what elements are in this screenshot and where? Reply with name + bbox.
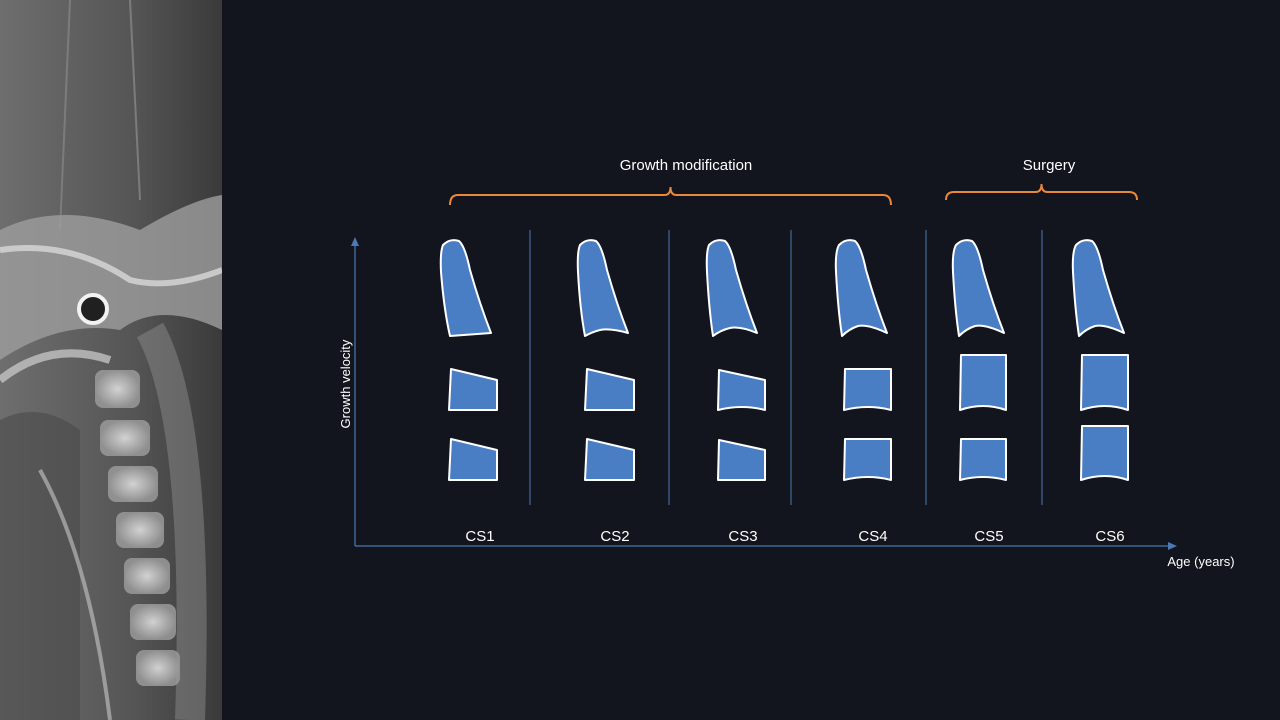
c3-vertebra: [584, 368, 635, 411]
stage-cs1: CS1: [439, 239, 498, 545]
cervical-maturation-diagram: Growth modification Surgery Growth veloc…: [338, 157, 1235, 569]
cephalometric-xray-image: [0, 0, 222, 720]
surgery-bracket: Surgery: [945, 157, 1138, 201]
stage-label: CS5: [974, 528, 1003, 545]
c4-vertebra: [1080, 425, 1129, 481]
c4-vertebra: [584, 438, 635, 481]
stage-label: CS6: [1095, 528, 1124, 545]
axes: Growth velocity Age (years): [338, 237, 1235, 569]
c2-vertebra: [834, 239, 888, 337]
bracket-label-growth-modification: Growth modification: [620, 157, 753, 174]
bracket-line: [945, 183, 1138, 201]
y-axis-label: Growth velocity: [338, 339, 353, 428]
bracket-line: [449, 186, 892, 206]
c2-vertebra: [1071, 239, 1125, 337]
stage-label: CS4: [858, 528, 887, 545]
c4-vertebra: [448, 438, 498, 481]
c3-vertebra: [1080, 354, 1129, 411]
stage-cs6: CS6: [1071, 239, 1129, 545]
stage-cs5: CS5: [951, 239, 1007, 545]
bracket-label-surgery: Surgery: [1023, 157, 1076, 174]
c2-vertebra: [951, 239, 1005, 337]
stage-label: CS3: [728, 528, 757, 545]
c3-vertebra: [717, 369, 766, 411]
c4-vertebra: [717, 439, 766, 481]
c2-vertebra: [576, 239, 629, 337]
stage-label: CS2: [600, 528, 629, 545]
c3-vertebra: [843, 368, 892, 411]
column-separators: [529, 230, 1043, 505]
c3-vertebra: [448, 368, 498, 411]
c4-vertebra: [843, 438, 892, 481]
c3-vertebra: [959, 354, 1007, 411]
stage-cs4: CS4: [834, 239, 892, 545]
y-axis-arrow: [351, 237, 359, 246]
stage-label: CS1: [465, 528, 494, 545]
x-axis-arrow: [1168, 542, 1177, 550]
stage-cs3: CS3: [705, 239, 766, 545]
c2-vertebra: [705, 239, 758, 337]
growth-modification-bracket: Growth modification: [449, 157, 892, 206]
c4-vertebra: [959, 438, 1007, 481]
c2-vertebra: [439, 239, 492, 337]
stage-cs2: CS2: [576, 239, 635, 545]
x-axis-label: Age (years): [1167, 554, 1234, 569]
